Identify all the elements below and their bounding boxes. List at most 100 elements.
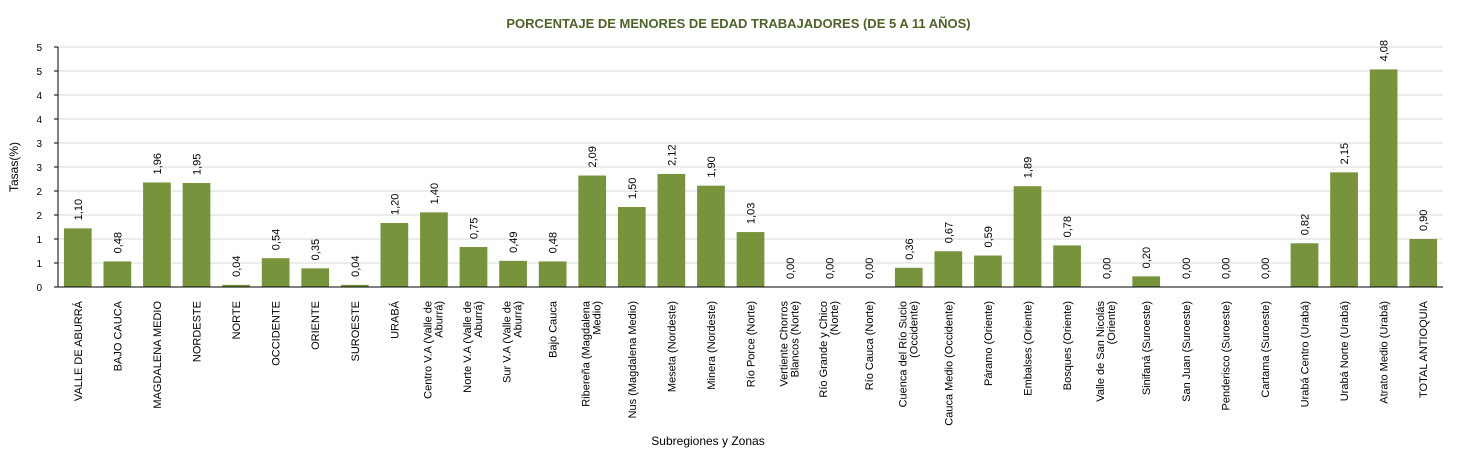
bar: [894, 267, 923, 287]
bar: [1053, 245, 1081, 287]
y-tick-label: 4: [36, 91, 42, 102]
bar: [63, 228, 92, 287]
x-tick-label: Cuenca del Río Sucio(Occidente): [897, 301, 920, 407]
bar: [143, 182, 171, 287]
bar: [1330, 172, 1358, 287]
data-label: 0,00: [785, 258, 797, 279]
bar: [1369, 69, 1398, 288]
data-label: 1,03: [746, 203, 758, 224]
bar: [1290, 243, 1319, 287]
data-label: 2,15: [1339, 143, 1351, 164]
data-label: 1,50: [627, 178, 639, 199]
chart-title: PORCENTAJE DE MENORES DE EDAD TRABAJADOR…: [506, 16, 971, 31]
data-label: 0,78: [1062, 216, 1074, 237]
y-tick-label: 3: [36, 163, 42, 174]
x-tick-label: Nus (Magdalena Medio): [627, 301, 639, 418]
x-tick-label: Ribereña (MagdalenaMedio): [581, 300, 604, 407]
x-tick-label: Valle de San Nicolás(Oriente): [1095, 301, 1118, 402]
bar: [1132, 276, 1161, 287]
x-tick-label: Penderisco (Suroeste): [1220, 301, 1232, 410]
x-tick-label: Atrato Medio (Urabá): [1379, 301, 1391, 404]
y-tick-label: 3: [36, 139, 42, 150]
x-tick-label: SUROESTE: [350, 301, 362, 362]
y-tick-label: 5: [36, 67, 42, 78]
x-tick-label: Meseta (Nordeste): [666, 301, 678, 392]
x-tick-label: Sur V.A (Valle deAburrá): [502, 301, 525, 383]
x-tick-label: Minera (Nordeste): [706, 301, 718, 390]
bar: [103, 261, 132, 287]
bar: [182, 183, 211, 287]
y-tick-label: 2: [36, 187, 42, 198]
x-tick-label: Vertiente ChorrosBlancos (Norte): [779, 301, 802, 387]
x-tick-label: Río Porce (Norte): [746, 301, 758, 387]
x-tick-label: San Juan (Suroeste): [1181, 301, 1193, 402]
bar: [459, 247, 488, 287]
data-label: 1,40: [429, 183, 441, 204]
bar: [934, 251, 963, 287]
y-axis-title: Tasas(%): [7, 142, 21, 192]
y-tick-label: 2: [36, 211, 42, 222]
data-label: 0,49: [508, 231, 520, 252]
data-label: 1,90: [706, 156, 718, 177]
x-tick-label: NORTE: [231, 301, 243, 339]
bar: [697, 185, 725, 287]
x-tick-label: BAJO CAUCA: [112, 300, 124, 371]
bar: [499, 260, 527, 287]
bar: [1409, 239, 1438, 287]
x-tick-label: Cauca Medio (Occidente): [943, 301, 955, 426]
bar: [657, 173, 686, 287]
x-tick-label: Cartama (Suroeste): [1260, 301, 1272, 398]
bar: [538, 261, 567, 287]
data-label: 0,00: [825, 258, 837, 279]
data-label: 0,54: [271, 229, 283, 250]
bar: [420, 212, 448, 287]
y-tick-label: 5: [36, 43, 42, 54]
data-label: 0,35: [310, 239, 322, 260]
x-tick-label: Embalses (Oriente): [1023, 301, 1035, 396]
data-label: 0,67: [943, 222, 955, 243]
y-tick-label: 1: [36, 259, 42, 270]
x-tick-label: ORIENTE: [310, 301, 322, 350]
bar: [301, 268, 330, 287]
x-tick-label: MAGDALENA MEDIO: [152, 301, 164, 409]
data-label: 1,96: [152, 153, 164, 174]
data-label: 2,12: [666, 145, 678, 166]
data-label: 0,36: [904, 238, 916, 259]
x-tick-label: Río Grande y Chico(Norte): [818, 301, 841, 398]
data-label: 0,00: [864, 258, 876, 279]
data-label: 0,04: [350, 255, 362, 276]
x-tick-label: Centro V.A (Valle deAburrá): [422, 301, 445, 399]
data-label: 0,00: [1181, 258, 1193, 279]
x-tick-label: VALLE DE ABURRÁ: [72, 300, 85, 401]
data-label: 0,48: [112, 232, 124, 253]
bar: [617, 207, 646, 287]
bar: [380, 223, 409, 287]
bar: [1013, 186, 1042, 287]
bar: [222, 284, 250, 287]
x-tick-label: Páramo (Oriente): [983, 301, 995, 386]
data-label: 0,90: [1418, 210, 1430, 231]
x-tick-label: URABÁ: [388, 300, 401, 339]
bar: [736, 232, 765, 287]
y-tick-label: 4: [36, 115, 42, 126]
data-label: 2,09: [587, 146, 599, 167]
x-tick-label: Urabá Centro (Urabá): [1300, 301, 1312, 407]
data-label: 1,95: [192, 154, 204, 175]
x-axis-title: Subregiones y Zonas: [651, 434, 764, 448]
data-label: 1,20: [389, 194, 401, 215]
data-label: 0,75: [469, 218, 481, 239]
data-label: 4,08: [1379, 40, 1391, 61]
data-label: 0,59: [983, 226, 995, 247]
data-label: 0,00: [1220, 258, 1232, 279]
data-label: 1,10: [73, 199, 85, 220]
bar: [261, 258, 290, 287]
x-tick-label: Norte V.A (Valle deAburrá): [462, 301, 485, 393]
bar: [974, 255, 1002, 287]
data-label: 0,48: [548, 232, 560, 253]
data-label: 0,00: [1102, 258, 1114, 279]
x-tick-label: Bajo Cauca: [548, 300, 560, 358]
data-label: 0,82: [1300, 214, 1312, 235]
bar: [578, 175, 607, 287]
x-tick-label: Sinifaná (Suroeste): [1141, 301, 1153, 395]
